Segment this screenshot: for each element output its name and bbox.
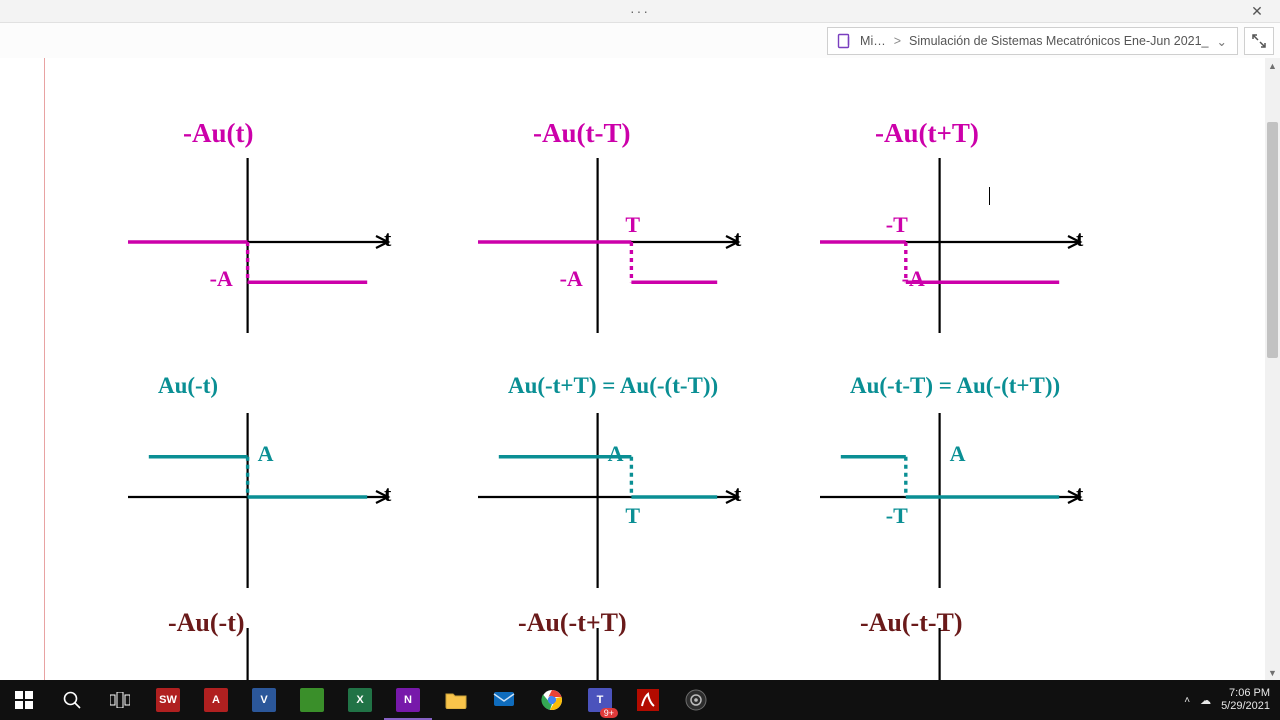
plot-annotation: A — [608, 441, 624, 467]
taskbar-search[interactable] — [48, 680, 96, 720]
plot — [128, 413, 388, 588]
notebook-icon — [836, 33, 852, 49]
taskbar-date: 5/29/2021 — [1221, 700, 1270, 713]
system-tray: ˄ ☁ 7:06 PM 5/29/2021 — [1174, 687, 1280, 713]
scroll-thumb[interactable] — [1267, 122, 1278, 358]
tray-chevron-up-icon[interactable]: ˄ — [1184, 695, 1190, 706]
plot-title: -Au(t+T) — [875, 118, 979, 149]
taskbar: SWAV XN T9+ ˄ ☁ 7:06 PM 5/29/2021 — [0, 680, 1280, 720]
plot-title: -Au(t) — [183, 118, 253, 149]
plot — [478, 158, 738, 333]
taskbar-visio[interactable]: V — [240, 680, 288, 720]
plot — [820, 413, 1080, 588]
taskbar-autocad[interactable]: A — [192, 680, 240, 720]
scroll-up-arrow[interactable]: ▲ — [1265, 58, 1280, 73]
taskbar-corel[interactable] — [288, 680, 336, 720]
page-canvas-wrap: -Au(t) t -A -Au(t-T) t -A T -Au(t+T) t -A -T Au(… — [0, 58, 1280, 680]
plot — [820, 158, 1080, 333]
plot-annotation: T — [625, 503, 640, 529]
titlebar: ··· ✕ — [0, 0, 1280, 23]
plot-annotation: A — [950, 441, 966, 467]
taskbar-outlook[interactable] — [480, 680, 528, 720]
taskbar-badge: 9+ — [600, 708, 618, 718]
plot-annotation: A — [258, 441, 274, 467]
taskbar-teams[interactable]: T9+ — [576, 680, 624, 720]
plot-axes-partial — [128, 628, 388, 680]
notebook-crumb-bar: Mi… > Simulación de Sistemas Mecatrónico… — [0, 23, 1280, 60]
plot-annotation: -T — [886, 503, 908, 529]
page-canvas[interactable]: -Au(t) t -A -Au(t-T) t -A T -Au(t+T) t -A -T Au(… — [0, 58, 1265, 680]
axis-label-t: t — [734, 226, 741, 252]
breadcrumb-notebook: Mi… — [860, 34, 886, 48]
taskbar-onenote[interactable]: N — [384, 680, 432, 720]
taskbar-chrome[interactable] — [528, 680, 576, 720]
plot-title: Au(-t) — [158, 373, 218, 399]
axis-label-t: t — [384, 481, 391, 507]
plot-annotation: T — [625, 212, 640, 238]
titlebar-dots: ··· — [630, 3, 650, 19]
scroll-down-arrow[interactable]: ▼ — [1265, 665, 1280, 680]
plot-annotation: -T — [886, 212, 908, 238]
expand-icon — [1252, 34, 1266, 48]
plot-axes-partial — [478, 628, 738, 680]
plot — [478, 413, 738, 588]
plot-title: Au(-t+T) = Au(-(t-T)) — [508, 373, 718, 399]
fullscreen-button[interactable] — [1244, 27, 1274, 55]
close-icon: ✕ — [1251, 3, 1263, 20]
onedrive-icon[interactable]: ☁ — [1200, 694, 1211, 707]
taskbar-acrobat[interactable] — [624, 680, 672, 720]
breadcrumb-section: Simulación de Sistemas Mecatrónicos Ene-… — [909, 34, 1208, 48]
plot-axes-partial — [820, 628, 1080, 680]
chevron-down-icon: ⌄ — [1217, 34, 1227, 49]
taskbar-explorer[interactable] — [432, 680, 480, 720]
axis-label-t: t — [1076, 481, 1083, 507]
axis-label-t: t — [1076, 226, 1083, 252]
notebook-breadcrumb[interactable]: Mi… > Simulación de Sistemas Mecatrónico… — [827, 27, 1238, 55]
axis-label-t: t — [384, 226, 391, 252]
vertical-scrollbar[interactable]: ▲ ▼ — [1265, 58, 1280, 680]
taskbar-taskview[interactable] — [96, 680, 144, 720]
taskbar-start[interactable] — [0, 680, 48, 720]
breadcrumb-separator: > — [894, 34, 901, 48]
taskbar-excel[interactable]: X — [336, 680, 384, 720]
taskbar-solidworks[interactable]: SW — [144, 680, 192, 720]
axis-label-t: t — [734, 481, 741, 507]
taskbar-obs[interactable] — [672, 680, 720, 720]
window-close-button[interactable]: ✕ — [1234, 0, 1280, 22]
taskbar-clock[interactable]: 7:06 PM 5/29/2021 — [1221, 687, 1270, 713]
plot-annotation: -A — [560, 266, 583, 292]
taskbar-time: 7:06 PM — [1221, 687, 1270, 700]
plot-annotation: -A — [210, 266, 233, 292]
plot-annotation: -A — [902, 266, 925, 292]
plot — [128, 158, 388, 333]
plot-title: Au(-t-T) = Au(-(t+T)) — [850, 373, 1060, 399]
plot-title: -Au(t-T) — [533, 118, 630, 149]
